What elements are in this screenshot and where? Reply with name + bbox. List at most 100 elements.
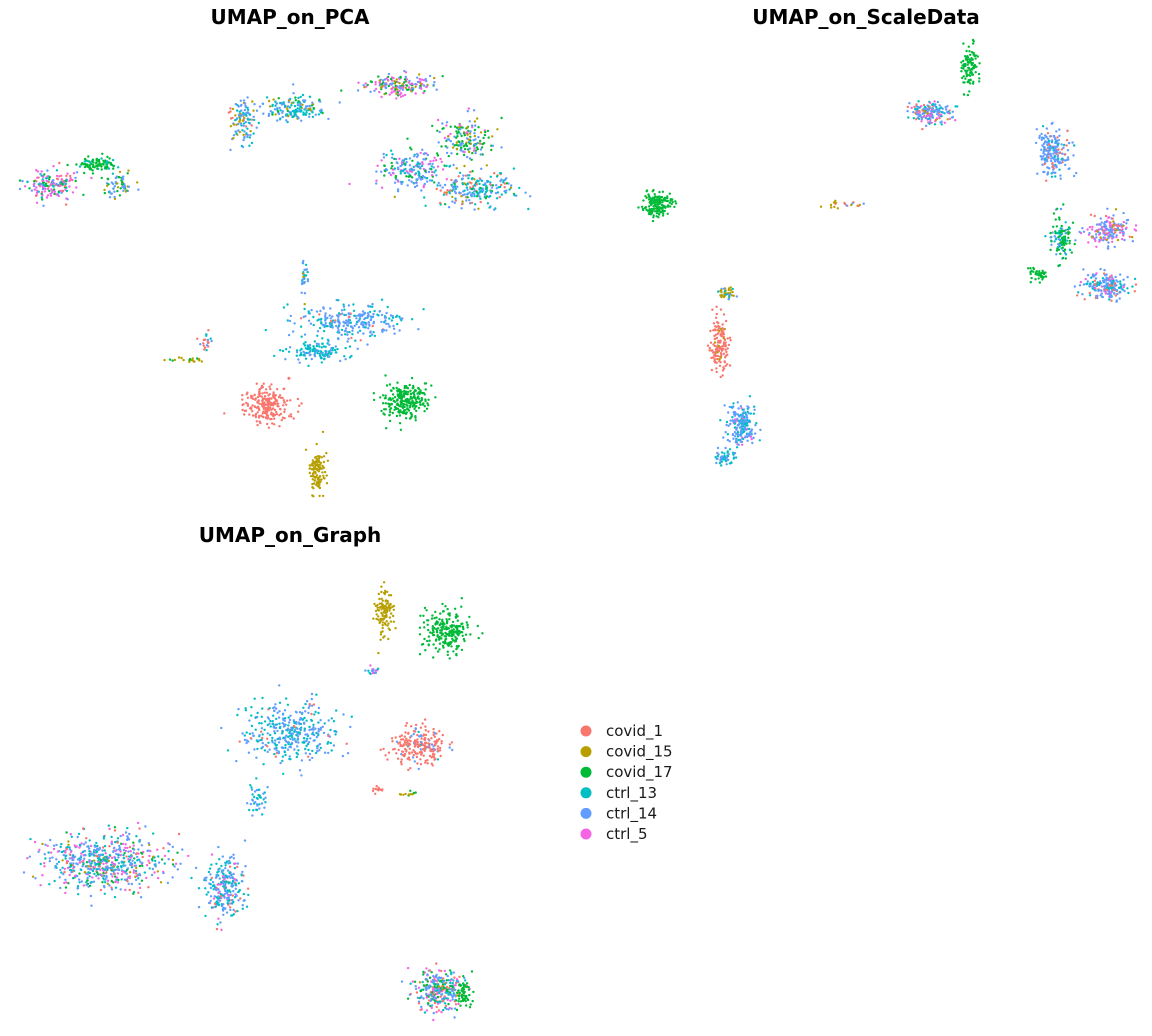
cell-point-covid_17 xyxy=(1061,256,1065,260)
cell-point-covid_1 xyxy=(403,753,406,757)
cell-point-ctrl_14 xyxy=(275,102,278,105)
cell-point-ctrl_14 xyxy=(349,725,352,729)
cell-point-covid_17 xyxy=(427,628,430,632)
cell-point-ctrl_14 xyxy=(420,741,423,744)
cell-point-ctrl_14 xyxy=(239,122,243,126)
cell-point-covid_1 xyxy=(276,388,279,391)
cell-point-ctrl_13 xyxy=(235,109,239,112)
cell-point-ctrl_13 xyxy=(390,149,393,152)
cell-point-covid_1 xyxy=(439,201,442,205)
cell-point-ctrl_14 xyxy=(281,721,284,725)
cell-point-ctrl_14 xyxy=(302,350,305,353)
cell-point-ctrl_13 xyxy=(271,103,274,107)
cell-point-covid_15 xyxy=(388,609,391,612)
cell-point-covid_17 xyxy=(668,192,671,195)
cell-point-covid_17 xyxy=(964,58,968,61)
cell-point-covid_1 xyxy=(717,339,720,342)
cell-point-ctrl_5 xyxy=(36,176,39,179)
cell-point-covid_17 xyxy=(98,163,101,166)
cell-point-ctrl_13 xyxy=(369,334,372,338)
cell-point-ctrl_13 xyxy=(286,729,289,732)
cell-point-ctrl_14 xyxy=(453,135,456,138)
cell-point-covid_15 xyxy=(124,190,128,193)
cell-point-ctrl_5 xyxy=(376,164,379,167)
cell-point-covid_1 xyxy=(413,751,417,754)
cell-point-covid_15 xyxy=(381,621,384,624)
cell-point-ctrl_14 xyxy=(1034,141,1038,145)
cell-point-ctrl_14 xyxy=(1047,146,1050,150)
cell-point-covid_15 xyxy=(242,133,245,136)
cell-point-ctrl_13 xyxy=(312,723,315,726)
cell-point-covid_17 xyxy=(451,620,455,624)
cell-point-ctrl_13 xyxy=(312,345,315,348)
cell-point-ctrl_14 xyxy=(234,130,237,133)
cell-point-ctrl_13 xyxy=(306,344,309,347)
cell-point-ctrl_5 xyxy=(50,188,53,191)
cell-point-ctrl_14 xyxy=(1098,288,1101,292)
cell-point-covid_1 xyxy=(1055,152,1058,155)
cell-point-covid_15 xyxy=(1114,208,1118,211)
cell-point-ctrl_13 xyxy=(723,458,727,461)
cell-point-ctrl_13 xyxy=(256,747,259,751)
cell-point-ctrl_5 xyxy=(405,78,409,81)
cell-point-ctrl_14 xyxy=(307,711,310,715)
cell-point-ctrl_5 xyxy=(380,159,383,162)
cell-point-ctrl_5 xyxy=(434,159,438,162)
cell-point-ctrl_5 xyxy=(53,182,56,185)
cell-point-ctrl_14 xyxy=(307,741,311,744)
cell-point-covid_17 xyxy=(119,187,122,190)
cell-point-covid_1 xyxy=(1056,136,1059,139)
cell-point-ctrl_14 xyxy=(332,744,336,747)
cell-point-covid_1 xyxy=(715,305,718,308)
cell-point-covid_17 xyxy=(1042,275,1046,279)
cell-point-covid_17 xyxy=(476,624,479,628)
cell-point-ctrl_14 xyxy=(416,154,420,157)
cell-point-ctrl_14 xyxy=(466,110,469,113)
cell-point-ctrl_14 xyxy=(340,333,343,337)
cell-point-covid_15 xyxy=(460,195,463,198)
cell-point-ctrl_13 xyxy=(371,305,374,308)
cell-point-ctrl_14 xyxy=(1042,145,1046,149)
cell-point-covid_1 xyxy=(408,752,411,755)
cell-point-ctrl_14 xyxy=(1067,158,1070,161)
cell-point-ctrl_14 xyxy=(1102,236,1105,239)
cell-point-covid_17 xyxy=(387,402,390,405)
cell-point-ctrl_5 xyxy=(33,188,36,191)
cell-point-ctrl_5 xyxy=(407,81,410,84)
cell-point-ctrl_14 xyxy=(495,187,498,190)
cell-point-ctrl_5 xyxy=(1094,239,1097,243)
cell-point-ctrl_14 xyxy=(733,435,737,438)
cell-point-ctrl_14 xyxy=(308,354,311,357)
cell-point-ctrl_13 xyxy=(933,123,937,126)
cell-point-ctrl_13 xyxy=(290,104,293,107)
cell-point-ctrl_14 xyxy=(367,321,370,324)
cell-point-covid_1 xyxy=(1051,162,1054,165)
cell-point-ctrl_13 xyxy=(255,739,258,742)
cell-point-ctrl_13 xyxy=(417,174,420,177)
cell-point-ctrl_13 xyxy=(723,452,726,455)
cell-point-ctrl_13 xyxy=(390,319,394,322)
cell-point-covid_1 xyxy=(724,345,727,348)
cell-point-covid_15 xyxy=(318,483,321,486)
cell-point-ctrl_14 xyxy=(1082,283,1086,286)
cell-point-ctrl_13 xyxy=(331,319,335,322)
cell-point-covid_1 xyxy=(266,422,269,426)
cell-point-covid_15 xyxy=(303,302,306,306)
cell-point-ctrl_13 xyxy=(301,93,305,97)
cell-point-covid_17 xyxy=(460,146,463,149)
cell-point-ctrl_13 xyxy=(424,204,427,207)
cell-point-covid_17 xyxy=(646,209,650,212)
cell-point-covid_1 xyxy=(283,387,286,390)
cell-point-covid_1 xyxy=(405,722,408,725)
cell-point-ctrl_14 xyxy=(732,437,735,440)
cell-point-ctrl_14 xyxy=(282,102,285,106)
cell-point-ctrl_14 xyxy=(469,130,472,133)
cell-point-ctrl_14 xyxy=(1099,217,1103,220)
cell-point-ctrl_14 xyxy=(326,316,329,320)
cell-point-ctrl_14 xyxy=(721,455,724,458)
cell-point-covid_15 xyxy=(385,615,388,618)
cell-point-covid_17 xyxy=(110,163,114,167)
cell-point-covid_17 xyxy=(297,100,300,103)
cell-point-ctrl_14 xyxy=(393,181,397,184)
cell-point-ctrl_13 xyxy=(1133,277,1137,281)
